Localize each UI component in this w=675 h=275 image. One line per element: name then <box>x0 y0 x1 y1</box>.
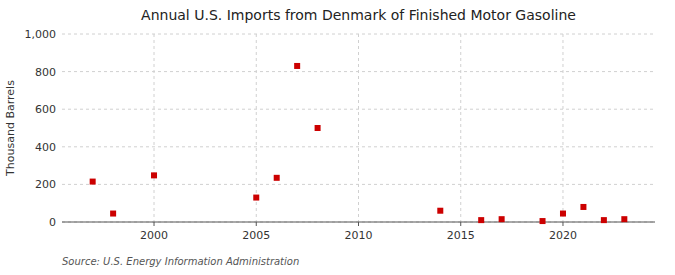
x-grid-line <box>358 34 359 222</box>
y-axis-label: Thousand Barrels <box>4 80 17 177</box>
x-tick-label: 2020 <box>549 229 577 242</box>
title: Annual U.S. Imports from Denmark of Fini… <box>141 7 576 23</box>
point <box>540 218 546 224</box>
source-note: Source: U.S. Energy Information Administ… <box>62 256 299 267</box>
x-tick <box>460 222 461 226</box>
point <box>110 211 116 217</box>
x-tick <box>358 222 359 226</box>
point <box>294 63 300 69</box>
x-tick-label: 2015 <box>447 229 475 242</box>
x-grid-line <box>256 34 257 222</box>
point <box>580 204 586 210</box>
x-tick <box>154 222 155 226</box>
point <box>478 217 484 223</box>
y-tick-label: 400 <box>35 141 56 154</box>
point <box>601 217 607 223</box>
point <box>315 125 321 131</box>
point <box>621 216 627 222</box>
grid <box>62 34 655 222</box>
x-grid-line <box>154 34 155 222</box>
point <box>274 175 280 181</box>
y-tick-label: 0 <box>49 216 56 229</box>
y-tick-label: 200 <box>35 178 56 191</box>
chart: 0 200 400 600 800 1,000 2000 2005 2010 2015 2020 An… <box>0 0 675 275</box>
y-tick-label: 600 <box>35 103 56 116</box>
point <box>560 211 566 217</box>
point <box>437 208 443 214</box>
point <box>151 172 157 178</box>
x-tick-label: 2005 <box>242 229 270 242</box>
x-tick <box>562 222 563 226</box>
y-tick-label: 800 <box>35 66 56 79</box>
point <box>499 216 505 222</box>
x-grid-line <box>460 34 461 222</box>
y-tick-label: 1,000 <box>25 28 57 41</box>
points <box>90 63 628 224</box>
x-grid-line <box>562 34 563 222</box>
x-tick <box>256 222 257 226</box>
x-tick-label: 2010 <box>345 229 373 242</box>
x-tick-label: 2000 <box>140 229 168 242</box>
point <box>90 179 96 185</box>
point <box>253 195 259 201</box>
y-grid-line <box>62 146 655 147</box>
